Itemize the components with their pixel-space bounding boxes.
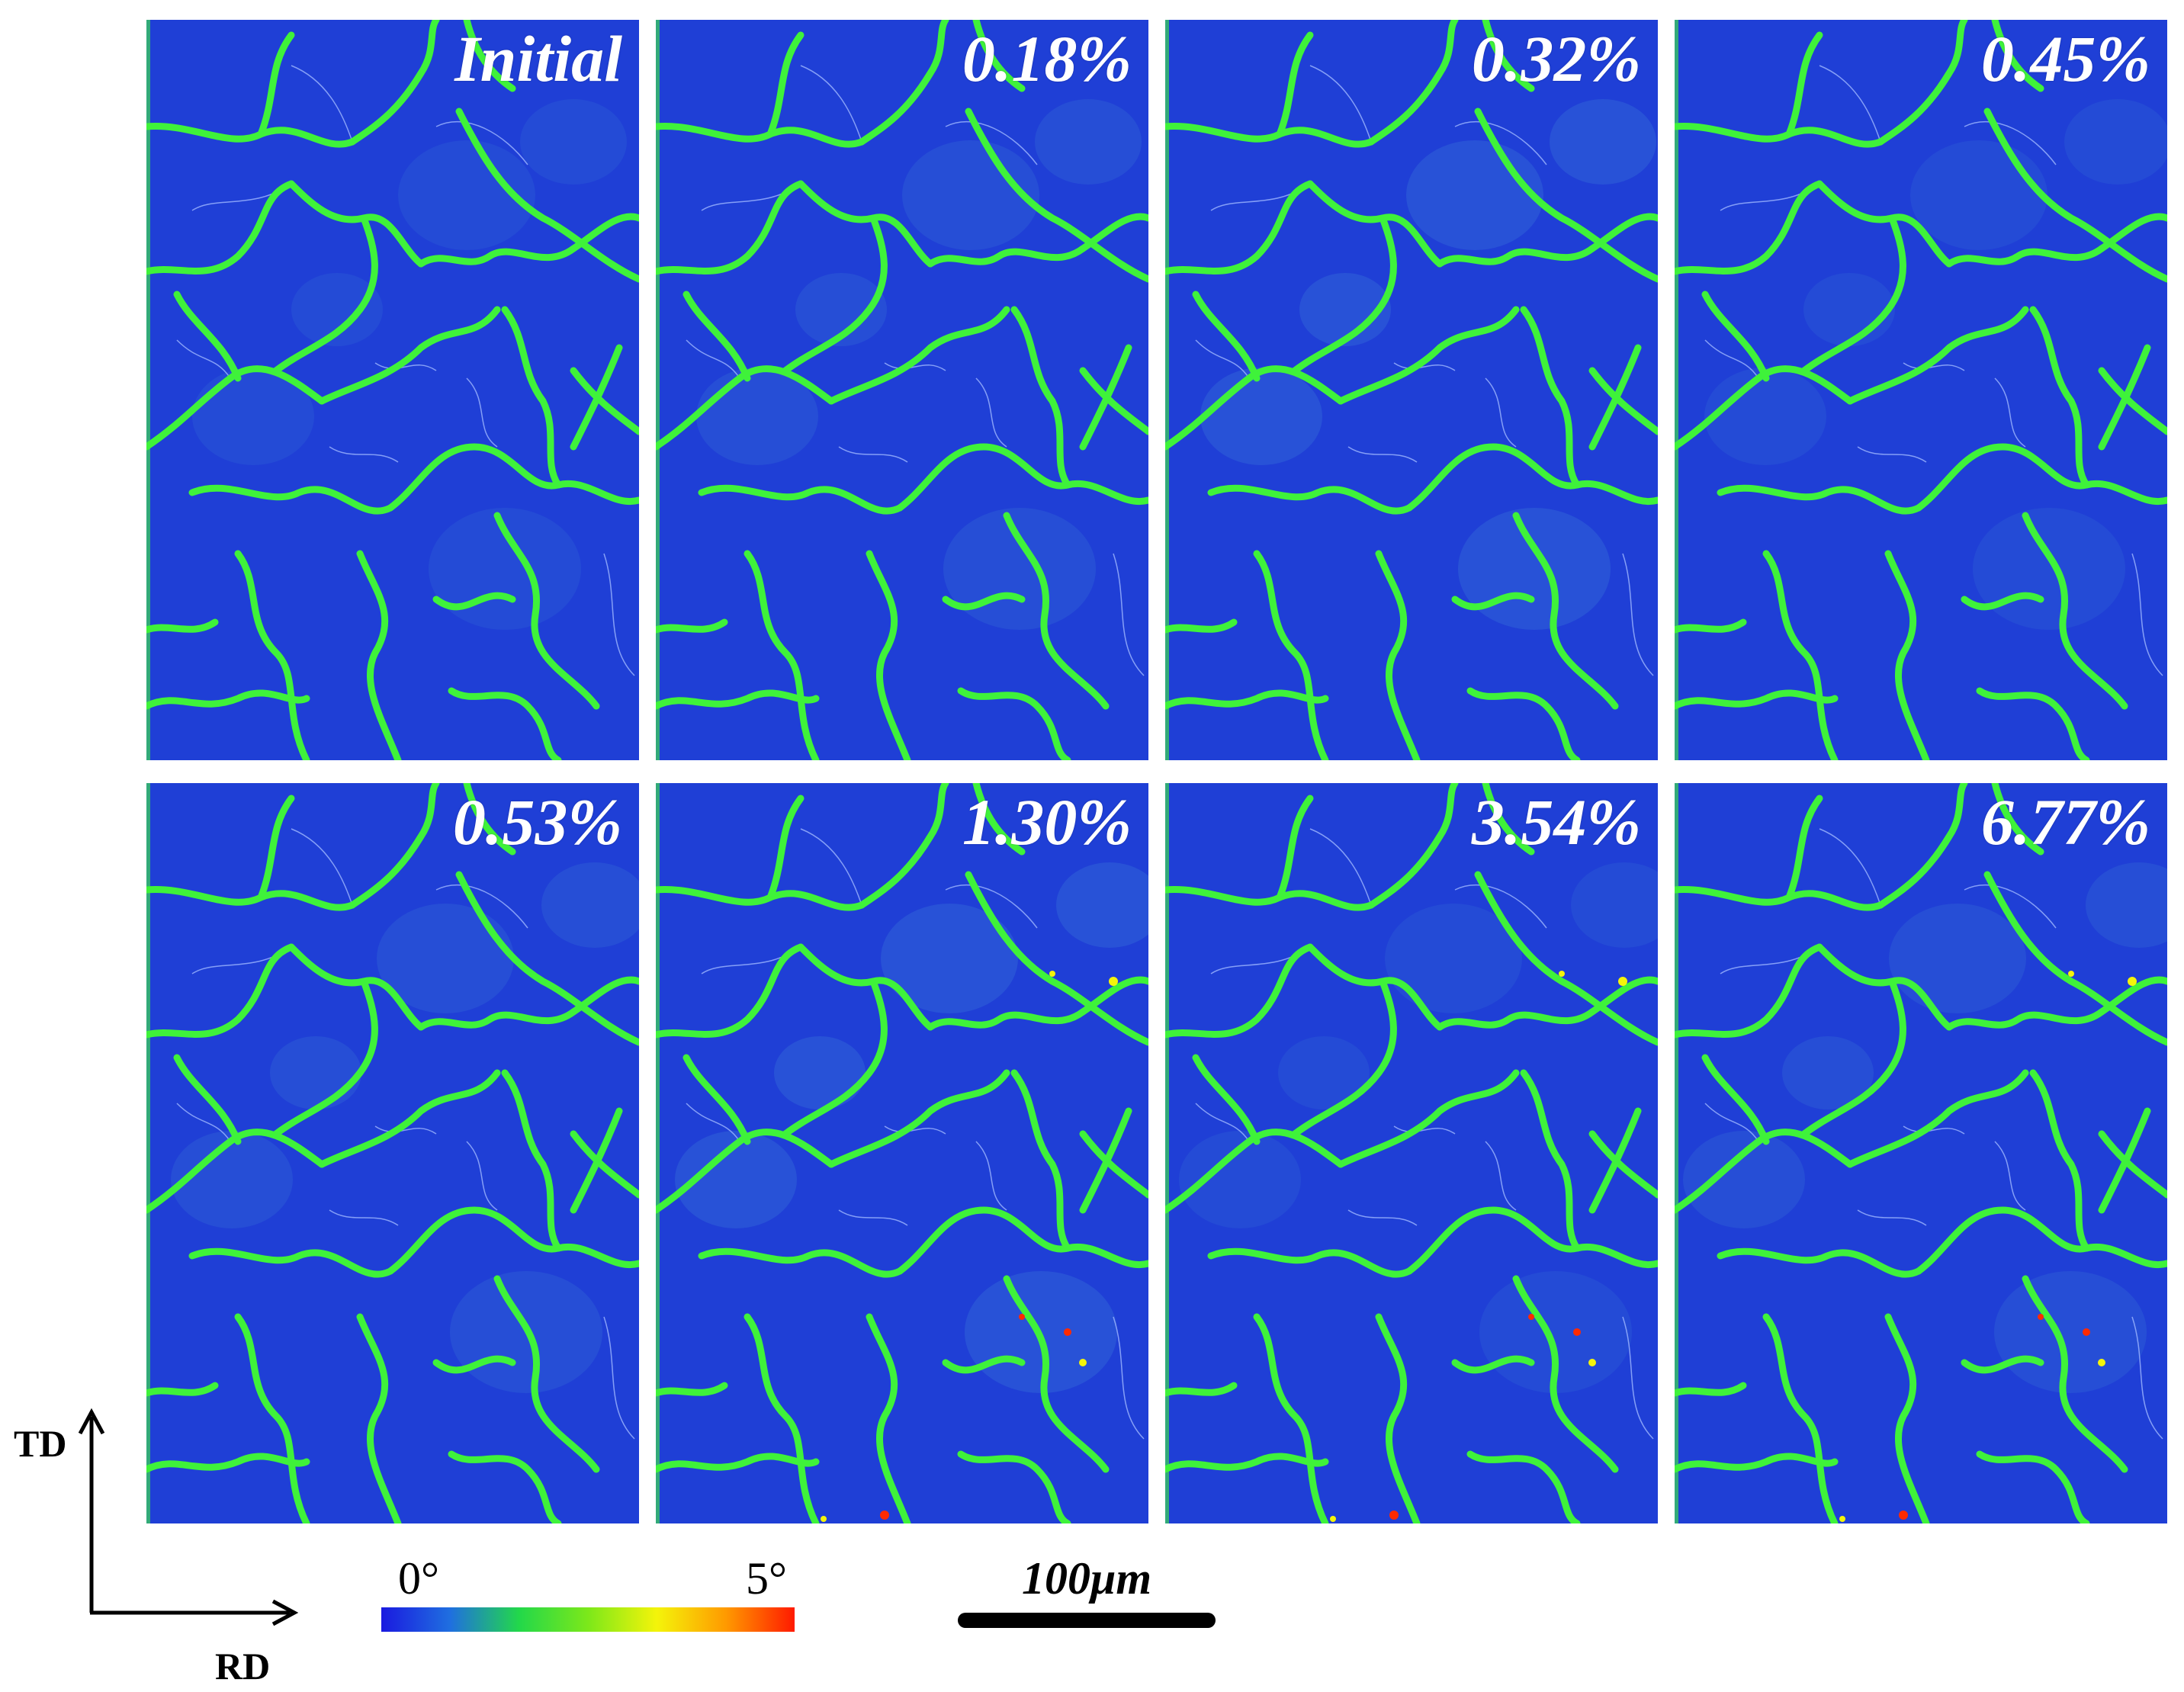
strain-label: 0.53% xyxy=(452,785,622,859)
grain-boundary-map xyxy=(656,20,1148,760)
misorientation-colorbar xyxy=(381,1607,795,1632)
strain-label: Initial xyxy=(454,22,622,95)
grain-boundary-map xyxy=(146,20,639,760)
strain-label: 0.18% xyxy=(962,22,1132,95)
strain-label: 0.45% xyxy=(1980,22,2150,95)
grain-boundary-map xyxy=(1675,783,2167,1523)
kam-map-panel: Initial xyxy=(146,20,639,760)
kam-map-panel: 6.77% xyxy=(1675,783,2167,1523)
td-axis-label: TD xyxy=(14,1422,67,1465)
kam-map-panel: 0.32% xyxy=(1165,20,1658,760)
colorbar-max-label: 5° xyxy=(746,1553,787,1604)
grain-boundary-map xyxy=(1165,783,1658,1523)
kam-map-panel: 0.53% xyxy=(146,783,639,1523)
kam-map-panel: 3.54% xyxy=(1165,783,1658,1523)
grain-boundary-map xyxy=(656,783,1148,1523)
kam-map-panel: 0.18% xyxy=(656,20,1148,760)
rd-axis-label: RD xyxy=(215,1645,271,1687)
strain-label: 3.54% xyxy=(1471,785,1641,859)
colorbar-min-label: 0° xyxy=(398,1553,439,1604)
scalebar xyxy=(958,1613,1216,1628)
grain-boundary-map xyxy=(1675,20,2167,760)
grain-boundary-map xyxy=(1165,20,1658,760)
strain-label: 6.77% xyxy=(1980,785,2150,859)
kam-map-panel: 1.30% xyxy=(656,783,1148,1523)
strain-label: 0.32% xyxy=(1471,22,1641,95)
scalebar-label: 100μm xyxy=(1022,1553,1152,1604)
grain-boundary-map xyxy=(146,783,639,1523)
strain-label: 1.30% xyxy=(962,785,1132,859)
kam-map-panel: 0.45% xyxy=(1675,20,2167,760)
